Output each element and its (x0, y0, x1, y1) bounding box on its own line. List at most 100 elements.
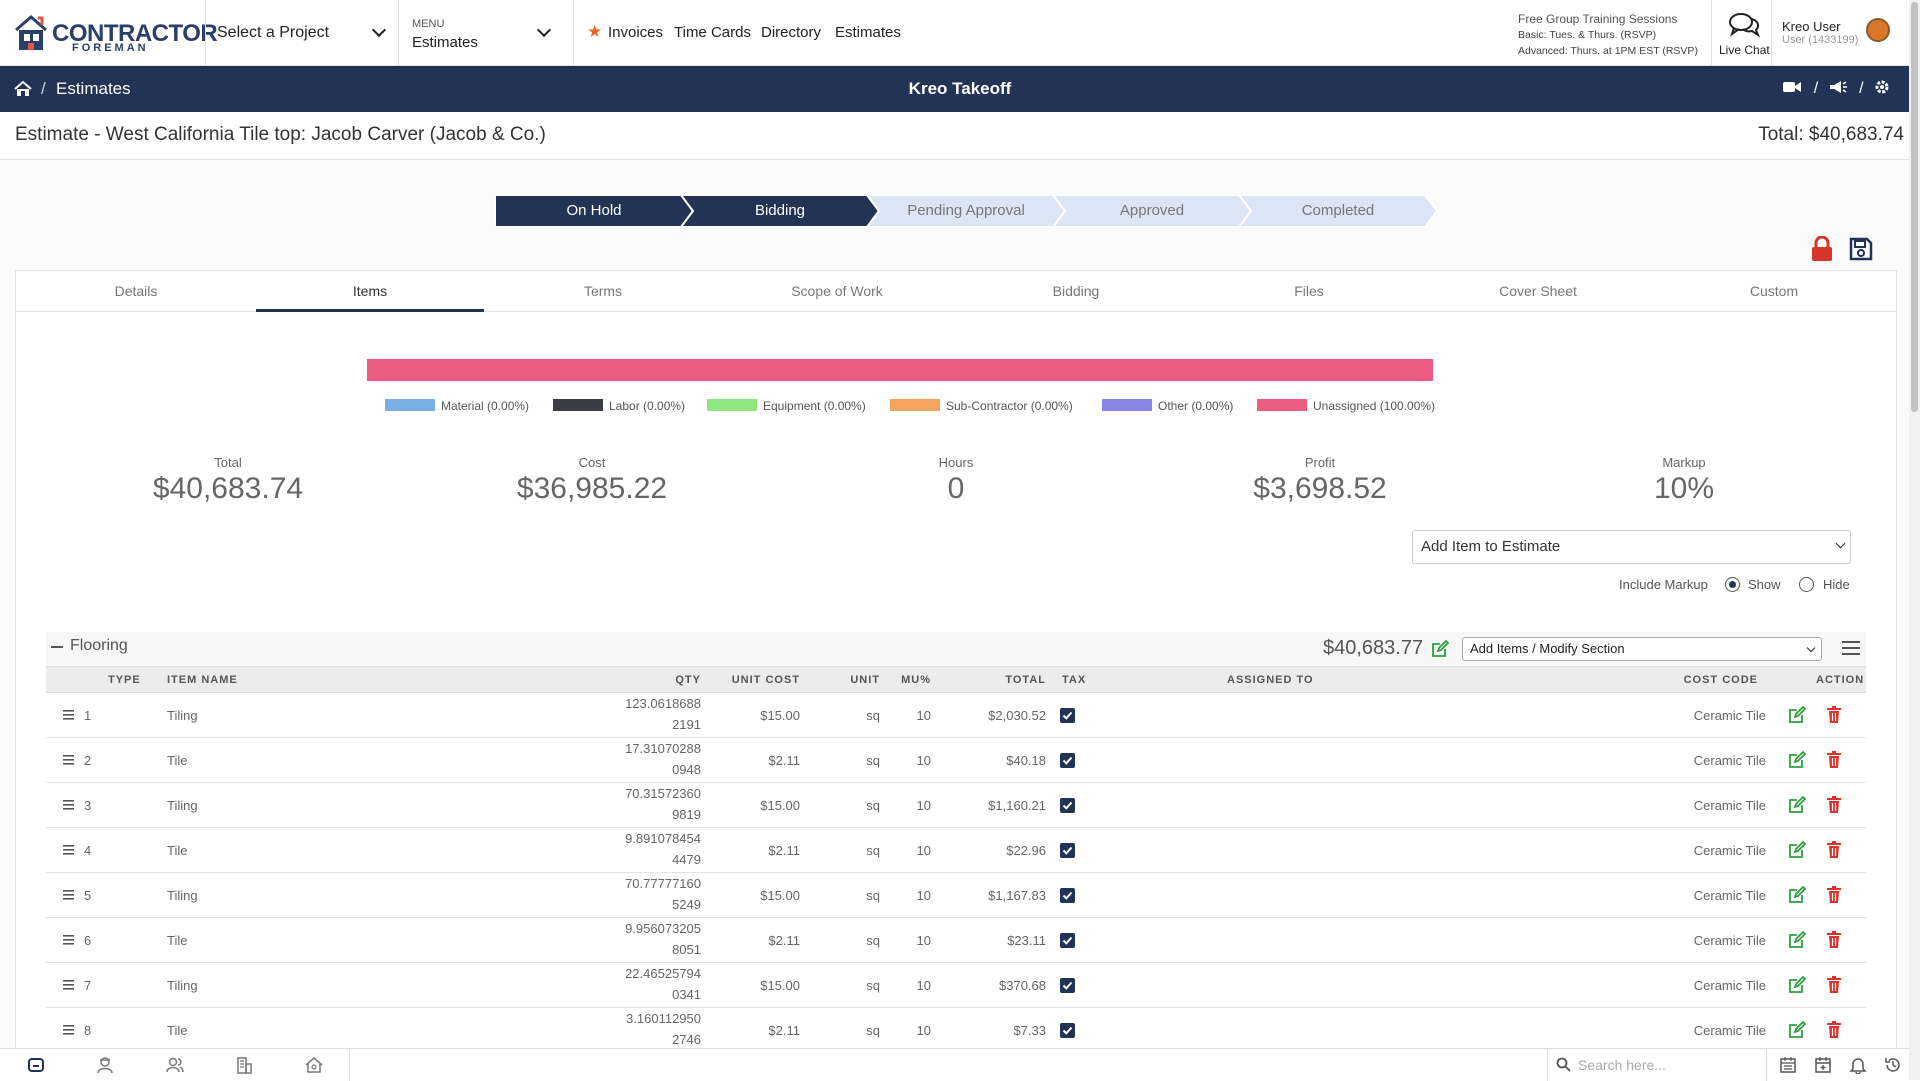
divider (1771, 0, 1772, 66)
collapse-icon[interactable] (51, 646, 63, 648)
tab-scope-of-work[interactable]: Scope of Work (791, 283, 883, 299)
settings-icon[interactable] (1874, 79, 1890, 95)
row-markup: 10 (916, 933, 931, 948)
edit-icon[interactable] (1788, 931, 1806, 949)
chevron-down-icon (536, 22, 552, 38)
legend-label: Material (0.00%) (441, 399, 530, 413)
checkmark-icon (1062, 846, 1073, 855)
hamburger-menu-icon[interactable] (1842, 641, 1860, 655)
delete-icon[interactable] (1826, 931, 1842, 949)
edit-icon[interactable] (1788, 976, 1806, 994)
bell-icon[interactable] (1849, 1056, 1867, 1074)
worker-icon[interactable] (96, 1056, 114, 1074)
tab-cover-sheet[interactable]: Cover Sheet (1499, 283, 1577, 299)
home-icon[interactable] (14, 81, 32, 97)
lock-icon[interactable] (1810, 236, 1834, 262)
calendar-add-icon[interactable] (1814, 1056, 1832, 1074)
tax-checkbox[interactable] (1060, 1023, 1075, 1038)
drag-handle-icon[interactable] (63, 800, 74, 810)
table-row[interactable]: 2 Tile 17.31070288 0948 $2.11 sq 10 $40.18 Ceram… (46, 738, 1866, 783)
step-shape (681, 195, 879, 227)
contractor-foreman-logo[interactable]: CONTRACTOR FOREMAN (14, 14, 218, 56)
kpi-value: $36,985.22 (516, 472, 668, 505)
edit-icon[interactable] (1788, 751, 1806, 769)
edit-icon[interactable] (1788, 796, 1806, 814)
tab-terms[interactable]: Terms (583, 283, 623, 299)
video-icon[interactable] (1783, 80, 1802, 94)
save-icon[interactable] (1849, 237, 1873, 261)
search-input[interactable]: Search here... (1547, 1049, 1767, 1081)
tax-checkbox[interactable] (1060, 708, 1075, 723)
delete-icon[interactable] (1826, 841, 1842, 859)
megaphone-icon[interactable] (1829, 79, 1847, 95)
table-row[interactable]: 1 Tiling 123.0618688 2191 $15.00 sq 10 $2,030.5… (46, 693, 1866, 738)
status-step[interactable]: Pending Approval (867, 195, 1065, 227)
tab-items[interactable]: Items (256, 271, 484, 312)
delete-icon[interactable] (1826, 751, 1842, 769)
scrollbar-thumb[interactable] (1911, 2, 1918, 412)
status-step[interactable]: Bidding (681, 195, 879, 227)
user-id: User (1433199) (1782, 34, 1859, 46)
edit-icon[interactable] (1788, 706, 1806, 724)
drag-handle-icon[interactable] (63, 980, 74, 990)
quick-link-estimates[interactable]: Estimates (835, 24, 901, 41)
tax-checkbox[interactable] (1060, 888, 1075, 903)
status-step[interactable]: Approved (1053, 195, 1251, 227)
edit-icon[interactable] (1788, 886, 1806, 904)
scrollbar[interactable] (1909, 0, 1920, 1080)
tax-checkbox[interactable] (1060, 798, 1075, 813)
table-row[interactable]: 4 Tile 9.891078454 4479 $2.11 sq 10 $22.96 Ceram… (46, 828, 1866, 873)
tax-checkbox[interactable] (1060, 843, 1075, 858)
dashboard-icon[interactable] (27, 1056, 45, 1074)
markup-show-radio[interactable] (1725, 577, 1740, 592)
quick-link-time-cards[interactable]: Time Cards (674, 24, 751, 41)
edit-icon[interactable] (1788, 841, 1806, 859)
table-row[interactable]: 6 Tile 9.956073205 8051 $2.11 sq 10 $23.11 Ceram… (46, 918, 1866, 963)
row-cost-code: Ceramic Tile (1693, 978, 1766, 993)
calendar-icon[interactable] (1779, 1056, 1797, 1074)
status-step-label: On Hold (566, 202, 622, 219)
table-row[interactable]: 3 Tiling 70.31572360 9819 $15.00 sq 10 $1,160.2… (46, 783, 1866, 828)
table-row[interactable]: 7 Tiling 22.46525794 0341 $15.00 sq 10 $370.68 C… (46, 963, 1866, 1008)
tax-checkbox[interactable] (1060, 978, 1075, 993)
drag-handle-icon[interactable] (63, 890, 74, 900)
table-row[interactable]: 5 Tiling 70.77777160 5249 $15.00 sq 10 $1,167.8… (46, 873, 1866, 918)
row-qty-cont: 9819 (672, 807, 701, 822)
quick-link-invoices[interactable]: Invoices (608, 24, 664, 41)
house-icon[interactable] (305, 1056, 323, 1074)
edit-icon[interactable] (1788, 1021, 1806, 1039)
delete-icon[interactable] (1826, 886, 1842, 904)
status-step[interactable]: On Hold (495, 195, 693, 227)
row-unit-cost: $2.11 (768, 933, 800, 948)
edit-icon[interactable] (1431, 640, 1449, 658)
tab-details[interactable]: Details (114, 283, 158, 299)
delete-icon[interactable] (1826, 706, 1842, 724)
breadcrumb[interactable]: Estimates (56, 79, 131, 98)
training-info[interactable]: Free Group Training Sessions Basic: Tues… (1518, 11, 1698, 59)
quick-link-directory[interactable]: Directory (761, 24, 822, 41)
markup-hide-radio[interactable] (1799, 577, 1814, 592)
delete-icon[interactable] (1826, 1021, 1842, 1039)
drag-handle-icon[interactable] (63, 1025, 74, 1035)
tab-bidding[interactable]: Bidding (1052, 283, 1100, 299)
modify-section-select[interactable]: Add Items / Modify Section (1462, 637, 1822, 661)
markup-show-label[interactable]: Show (1748, 577, 1781, 592)
table-row[interactable]: 8 Tile 3.160112950 2746 $2.11 sq 10 $7.33 Cerami… (46, 1008, 1866, 1053)
history-icon[interactable] (1884, 1056, 1902, 1074)
add-item-select[interactable]: Add Item to Estimate (1412, 530, 1851, 564)
drag-handle-icon[interactable] (63, 935, 74, 945)
row-markup: 10 (916, 753, 931, 768)
tab-files[interactable]: Files (1294, 283, 1324, 299)
drag-handle-icon[interactable] (63, 755, 74, 765)
tax-checkbox[interactable] (1060, 933, 1075, 948)
drag-handle-icon[interactable] (63, 845, 74, 855)
tab-custom[interactable]: Custom (1749, 283, 1799, 299)
people-icon[interactable] (166, 1056, 184, 1074)
drag-handle-icon[interactable] (63, 710, 74, 720)
delete-icon[interactable] (1826, 796, 1842, 814)
building-icon[interactable] (235, 1056, 253, 1074)
delete-icon[interactable] (1826, 976, 1842, 994)
status-step[interactable]: Completed (1239, 195, 1437, 227)
tax-checkbox[interactable] (1060, 753, 1075, 768)
markup-hide-label[interactable]: Hide (1823, 577, 1850, 592)
